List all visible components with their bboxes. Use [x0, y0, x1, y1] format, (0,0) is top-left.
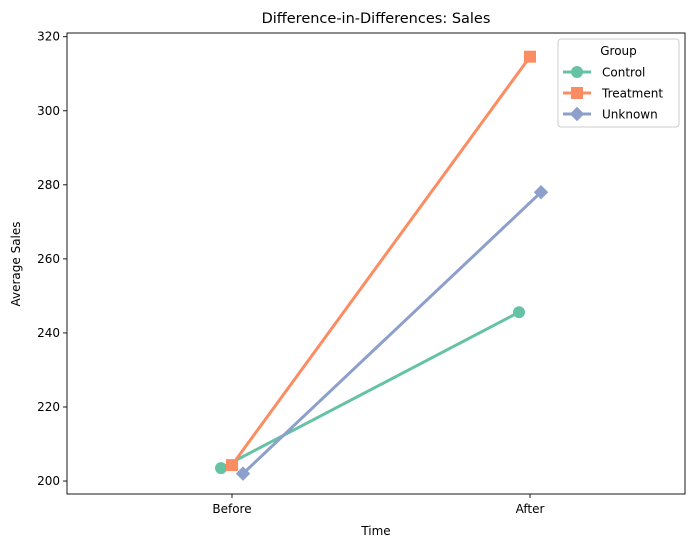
legend-label: Treatment	[601, 87, 663, 101]
legend-entry: Control	[563, 66, 645, 80]
legend-label: Unknown	[602, 108, 658, 122]
chart-title: Difference-in-Differences: Sales	[262, 11, 491, 27]
legend-entry: Unknown	[563, 106, 658, 122]
x-axis-title: Time	[360, 524, 390, 538]
x-tick-label: Before	[212, 502, 251, 516]
x-axis: Before After	[212, 494, 544, 516]
y-tick-label: 260	[37, 252, 60, 266]
legend-marker	[571, 66, 583, 78]
data-point	[215, 462, 227, 475]
series-treatment	[226, 50, 536, 472]
legend-entry: Treatment	[563, 87, 663, 101]
y-axis-title: Average Sales	[9, 221, 23, 306]
legend-label: Control	[602, 66, 645, 80]
y-tick-label: 200	[37, 474, 60, 488]
plot-area	[215, 50, 549, 481]
legend: Group Control Treatment Unknown	[557, 38, 680, 128]
y-tick-label: 300	[37, 104, 60, 118]
legend-marker	[571, 87, 583, 99]
series-control	[215, 306, 525, 475]
x-tick-label: After	[516, 502, 545, 516]
data-point	[524, 50, 536, 63]
legend-box	[557, 38, 680, 128]
data-point	[533, 185, 549, 200]
series-unknown	[235, 185, 549, 481]
data-point	[226, 459, 238, 472]
y-tick-label: 220	[37, 400, 60, 414]
y-tick-label: 320	[37, 30, 60, 44]
legend-marker	[569, 106, 585, 122]
series-line	[241, 190, 543, 476]
series-line	[230, 55, 532, 467]
data-point	[513, 306, 525, 319]
y-tick-label: 280	[37, 178, 60, 192]
legend-title: Group	[600, 44, 637, 58]
y-axis: 200 220 240 260 280 300 320	[37, 30, 67, 488]
data-point	[235, 466, 251, 481]
axes-frame	[66, 32, 686, 495]
y-tick-label: 240	[37, 326, 60, 340]
series-line	[219, 310, 521, 470]
